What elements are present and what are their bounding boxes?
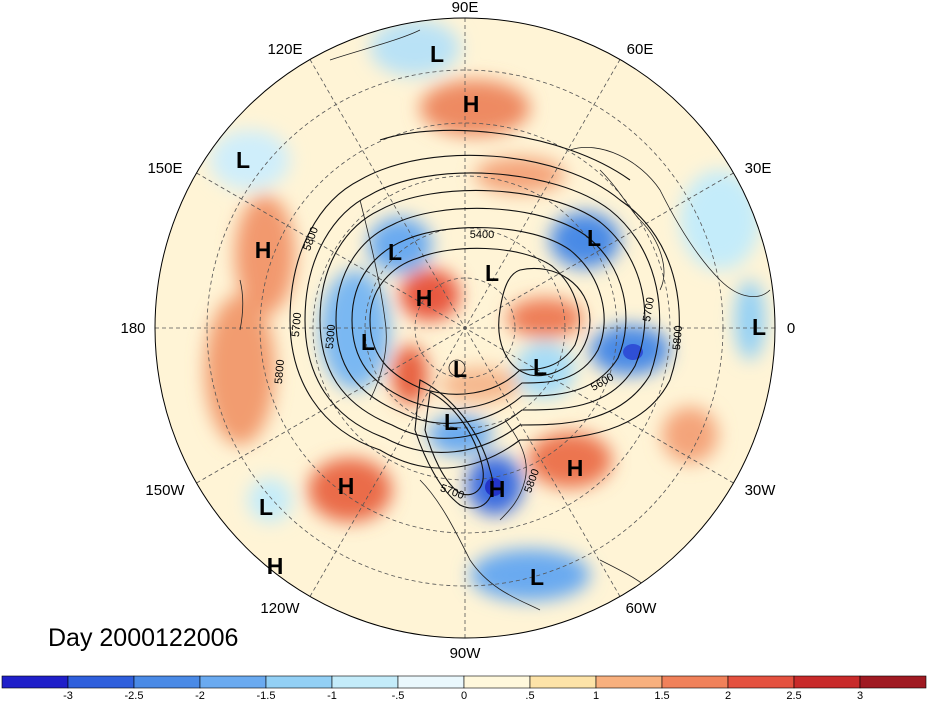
- lon-label-30e: 30E: [745, 160, 772, 177]
- high-center-marker: H: [338, 473, 355, 499]
- colorbar-swatch: [199, 675, 267, 689]
- height-contours: [289, 129, 680, 509]
- lon-label-150e: 150E: [147, 160, 182, 177]
- colorbar-tick-label: 0: [461, 690, 467, 702]
- longitude-labels: 90E 60E 30E 0 30W 60W 90W 120W 150W 180 …: [120, 0, 795, 662]
- low-center-marker: L: [236, 147, 250, 173]
- colorbar-swatch: [1, 675, 69, 689]
- colorbar-swatch: [397, 675, 465, 689]
- contour-label: 5300: [324, 324, 338, 349]
- colorbar-tick-label: 2.5: [786, 690, 801, 702]
- high-center-marker: H: [489, 476, 506, 502]
- lon-label-150w: 150W: [145, 482, 185, 499]
- contour-label: 5700: [641, 296, 657, 322]
- low-center-marker: L: [587, 225, 601, 251]
- colorbar-tick-label: -2.5: [125, 690, 144, 702]
- low-center-marker: L: [430, 41, 444, 67]
- colorbar-swatch: [661, 675, 729, 689]
- colorbar-tick-label: -1: [327, 690, 337, 702]
- coastlines: [239, 29, 771, 611]
- colorbar-swatch: [727, 675, 795, 689]
- colorbar-swatch: [595, 675, 663, 689]
- high-center-marker: H: [255, 237, 272, 263]
- low-center-marker: L: [485, 260, 499, 286]
- contour-label: 5800: [671, 325, 685, 350]
- contour-label: 5800: [273, 359, 287, 384]
- colorbar: -3 -2.5 -2 -1.5 -1 -.5 0 .5 1 1.5 2 2.5 3: [1, 675, 927, 702]
- lon-label-120e: 120E: [267, 41, 302, 58]
- high-center-marker: H: [416, 285, 433, 311]
- high-center-marker: H: [463, 91, 480, 117]
- lon-label-120w: 120W: [260, 600, 300, 617]
- lon-label-30w: 30W: [745, 482, 777, 499]
- colorbar-swatch: [67, 675, 135, 689]
- map-border: [154, 17, 776, 639]
- graticule: [155, 18, 775, 638]
- colorbar-tick-label: 2: [725, 690, 731, 702]
- colorbar-swatch: [133, 675, 201, 689]
- colorbar-tick-label: 1: [593, 690, 599, 702]
- low-center-marker: L: [530, 564, 544, 590]
- colorbar-swatch: [859, 675, 927, 689]
- colorbar-tick-label: -1.5: [257, 690, 276, 702]
- low-center-marker: L: [388, 239, 402, 265]
- low-center-marker: L: [259, 494, 273, 520]
- lon-label-90e: 90E: [452, 0, 479, 16]
- colorbar-tick-label: -2: [195, 690, 205, 702]
- lon-label-60e: 60E: [627, 41, 654, 58]
- contour-label: 5400: [470, 229, 494, 241]
- low-center-marker: L: [752, 314, 766, 340]
- lon-label-60w: 60W: [626, 600, 658, 617]
- day-title: Day 2000122006: [48, 624, 238, 652]
- colorbar-tick-label: 1.5: [654, 690, 669, 702]
- colorbar-tick-label: 3: [857, 690, 863, 702]
- colorbar-tick-label: .5: [525, 690, 534, 702]
- colorbar-swatch: [265, 675, 333, 689]
- low-center-marker: L: [361, 329, 375, 355]
- high-center-marker: H: [567, 455, 584, 481]
- colorbar-swatch: [331, 675, 399, 689]
- lon-label-90w: 90W: [450, 645, 482, 662]
- lon-label-0: 0: [787, 320, 795, 337]
- colorbar-tick-label: -3: [63, 690, 73, 702]
- high-center-marker: H: [267, 553, 284, 579]
- colorbar-swatch: [793, 675, 861, 689]
- colorbar-tick-label: -.5: [392, 690, 405, 702]
- low-center-marker: L: [533, 354, 547, 380]
- colorbar-swatch: [529, 675, 597, 689]
- low-center-marker: L: [444, 409, 458, 435]
- contour-label: 5700: [290, 312, 304, 337]
- low-center-marker: L: [453, 356, 467, 382]
- pressure-centers: L H L H L L H L L L L H H L H L L H L: [236, 41, 766, 590]
- colorbar-swatch: [463, 675, 531, 689]
- lon-label-180: 180: [120, 320, 145, 337]
